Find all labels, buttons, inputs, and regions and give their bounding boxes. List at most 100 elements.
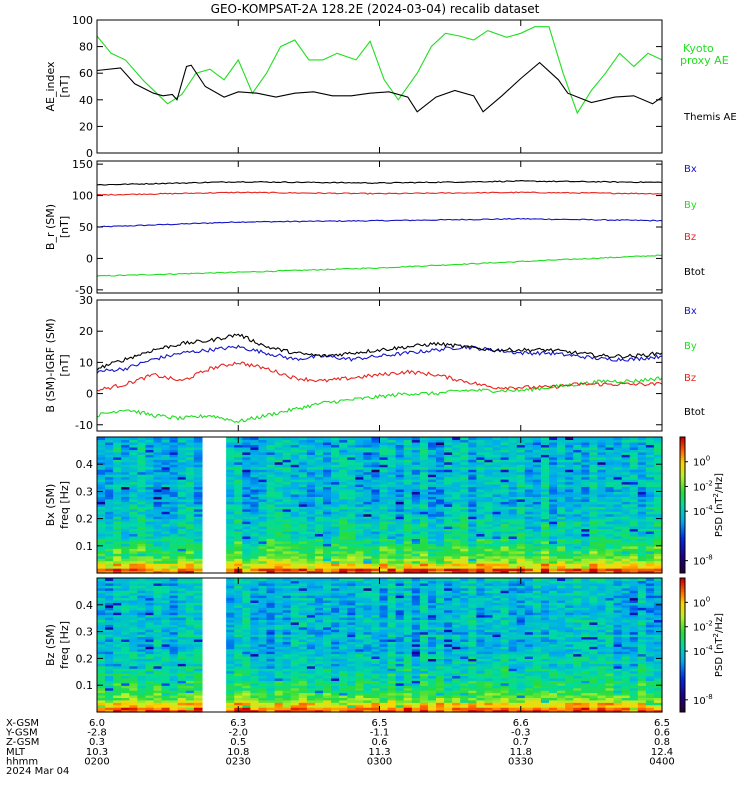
spectrogram-cell xyxy=(97,558,106,562)
spectrogram-cell xyxy=(500,670,510,674)
spectrogram-cell xyxy=(581,469,590,473)
spectrogram-cell xyxy=(444,516,453,520)
spectrogram-cell xyxy=(629,680,639,684)
spectrogram-cell xyxy=(613,690,623,694)
spectrogram-cell xyxy=(549,685,558,689)
spectrogram-cell xyxy=(516,673,526,677)
spectrogram-cell xyxy=(274,469,284,473)
spectrogram-cell xyxy=(621,491,631,495)
spectrogram-cell xyxy=(581,491,590,495)
spectrogram-cell xyxy=(444,493,453,497)
spectrogram-cell xyxy=(129,469,138,473)
spectrogram-cell xyxy=(613,530,623,535)
spectrogram-cell xyxy=(113,545,122,549)
spectrogram-cell xyxy=(532,685,542,689)
spectrogram-cell xyxy=(169,513,179,517)
spectrogram-cell xyxy=(258,444,268,448)
spectrogram-cell xyxy=(169,511,179,515)
spectrogram-cell xyxy=(363,474,373,478)
spectrogram-cell xyxy=(395,563,405,567)
spectrogram-cell xyxy=(460,471,469,475)
spectrogram-cell xyxy=(113,481,122,485)
spectrogram-cell xyxy=(452,545,461,549)
spectrogram-cell xyxy=(597,677,607,681)
spectrogram-cell xyxy=(153,702,163,706)
spectrogram-cell xyxy=(145,493,155,497)
spectrogram-cell xyxy=(331,464,340,468)
spectrogram-cell xyxy=(298,702,308,706)
spectrogram-cell xyxy=(403,697,413,701)
spectrogram-cell xyxy=(516,511,526,515)
spectrogram-cell xyxy=(557,444,566,448)
spectrogram-cell xyxy=(363,563,373,567)
spectrogram-cell xyxy=(258,439,268,443)
spectrogram-cell xyxy=(371,488,381,492)
spectrogram-cell xyxy=(557,488,566,492)
spectrogram-cell xyxy=(314,697,324,701)
spectrogram-cell xyxy=(145,449,155,453)
spectrogram-cell xyxy=(298,476,308,480)
spectrogram-cell xyxy=(226,545,235,549)
spectrogram-cell xyxy=(549,692,558,696)
spectrogram-cell xyxy=(290,533,300,537)
spectrogram-cell xyxy=(266,687,276,691)
spectrogram-cell xyxy=(355,690,364,694)
spectrogram-cell xyxy=(323,441,332,446)
spectrogram-cell xyxy=(185,540,195,544)
spectrogram-cell xyxy=(549,456,558,460)
spectrogram-cell xyxy=(121,483,130,488)
spectrogram-cell xyxy=(234,491,243,495)
spectrogram-cell xyxy=(193,501,203,505)
spectrogram-cell xyxy=(484,476,494,480)
spectrogram-cell xyxy=(97,513,106,517)
spectrogram-cell xyxy=(137,553,147,557)
spectrogram-cell xyxy=(637,558,647,562)
spectrogram-cell xyxy=(573,486,582,490)
spectrogram-cell xyxy=(565,563,574,567)
spectrogram-cell xyxy=(516,476,526,480)
spectrogram-cell xyxy=(403,548,413,552)
spectrogram-cell xyxy=(161,441,171,446)
spectrogram-cell xyxy=(468,464,477,468)
spectrogram-cell xyxy=(306,498,316,502)
spectrogram-cell xyxy=(540,538,550,542)
spectrogram-cell xyxy=(476,459,486,463)
spectrogram-cell xyxy=(266,456,276,460)
spectrogram-cell xyxy=(371,503,381,507)
spectrogram-cell xyxy=(161,521,171,525)
spectrogram-cell xyxy=(565,565,574,569)
spectrogram-cell xyxy=(395,439,405,443)
spectrogram-cell xyxy=(452,670,461,674)
spectrogram-cell xyxy=(250,479,260,483)
spectrogram-cell xyxy=(363,479,373,483)
spectrogram-cell xyxy=(137,558,147,562)
spectrogram-cell xyxy=(460,437,469,441)
spectrogram-cell xyxy=(444,486,453,490)
spectrogram-cell xyxy=(169,441,179,446)
spectrogram-cell xyxy=(589,454,599,458)
spectrogram-cell xyxy=(363,469,373,473)
spectrogram-cell xyxy=(193,543,203,547)
spectrogram-cell xyxy=(637,483,647,488)
spectrogram-cell xyxy=(452,553,461,557)
spectrogram-cell xyxy=(387,521,397,525)
spectrogram-cell xyxy=(363,508,373,512)
spectrogram-cell xyxy=(532,550,542,554)
spectrogram-cell xyxy=(540,680,550,684)
spectrogram-cell xyxy=(282,486,292,490)
spectrogram-cell xyxy=(363,493,373,497)
spectrogram-cell xyxy=(540,481,550,485)
spectrogram-cell xyxy=(581,560,590,564)
spectrogram-cell xyxy=(653,570,663,574)
spectrogram-cell xyxy=(573,441,582,446)
spectrogram-cell xyxy=(516,466,526,470)
spectrogram-cell xyxy=(629,565,639,569)
spectrogram-cell xyxy=(193,558,203,562)
spectrogram-cell xyxy=(193,548,203,552)
spectrogram-cell xyxy=(653,709,663,713)
spectrogram-cell xyxy=(274,441,284,446)
spectrogram-cell xyxy=(573,540,582,544)
spectrogram-cell xyxy=(444,488,453,492)
spectrogram-cell xyxy=(355,508,364,512)
spectrogram-cell xyxy=(226,459,235,463)
